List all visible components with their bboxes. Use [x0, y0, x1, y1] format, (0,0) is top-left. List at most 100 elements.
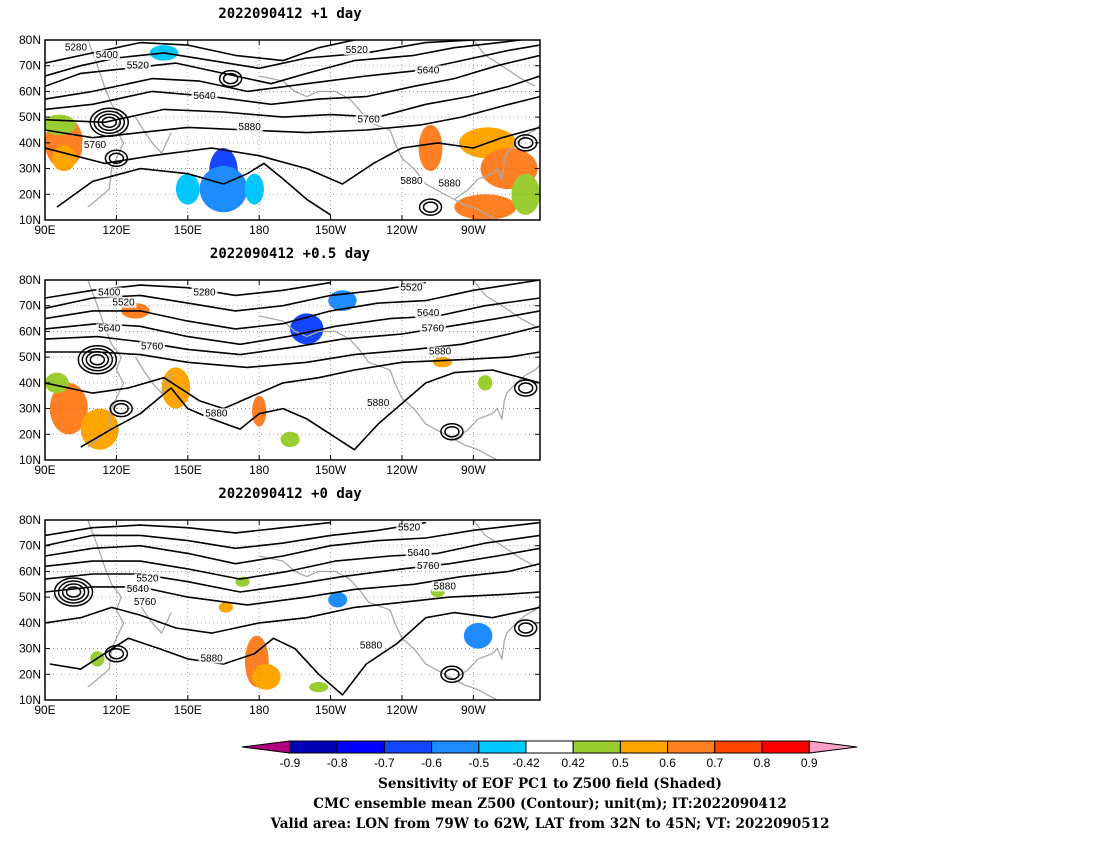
shading-patch: [280, 431, 300, 448]
coastline: [134, 356, 172, 395]
closed-contour: [104, 644, 129, 663]
z500-contour: [45, 351, 540, 410]
colorbar-swatch: [431, 740, 480, 754]
colorbar-swatch: [289, 740, 338, 754]
contour-label: 5640: [127, 584, 150, 595]
map-frame: [44, 519, 541, 701]
lon-tick-label: 120W: [386, 703, 418, 717]
shading-patch: [49, 382, 88, 435]
closed-contour: [517, 382, 534, 394]
shading-patch: [45, 372, 69, 394]
coastline: [259, 315, 540, 441]
colorbar: -0.9 -0.8 -0.7 -0.6 -0.5 -0.42 0.42 0.5 0.6 0.7 0.…: [241, 740, 858, 770]
z500-contour: [45, 280, 540, 330]
colorbar-swatch: [572, 740, 621, 754]
map-frame: [44, 279, 541, 461]
closed-contour: [113, 402, 129, 415]
lat-tick-label: 80N: [19, 513, 41, 527]
colorbar-swatch: [667, 740, 716, 754]
contour-label: 5520: [400, 282, 423, 293]
contour-label: 5640: [417, 65, 440, 76]
shading-patch: [80, 408, 119, 450]
closed-contour: [513, 619, 538, 637]
contour-label: 5280: [193, 287, 216, 298]
colorbar-swatch: [761, 740, 810, 754]
colorbar-label: -0.42: [512, 756, 540, 770]
colorbar-label: 0.9: [801, 756, 818, 770]
colorbar-label: 0.5: [612, 756, 629, 770]
lon-tick-label: 90W: [461, 703, 486, 717]
coastline: [134, 596, 172, 635]
z500-contour: [45, 297, 540, 346]
lat-tick-label: 40N: [19, 616, 41, 630]
z500-contour: [45, 126, 540, 185]
colorbar-label: 0.42: [562, 756, 586, 770]
colorbar-label: 0.7: [706, 756, 723, 770]
contour-label: 5640: [98, 323, 121, 334]
lon-tick-label: 90W: [461, 223, 486, 237]
closed-contour: [444, 425, 460, 438]
shading-patch: [309, 682, 329, 693]
lat-tick-label: 50N: [19, 350, 41, 364]
lon-tick-label: 120E: [102, 703, 130, 717]
coastline: [259, 75, 540, 201]
map-panel-2: 5400 5280 5520 5520 5640 5640 5760 5760 5880 5880…: [19, 273, 541, 477]
footer-line-2: CMC ensemble mean Z500 (Contour); unit(m…: [313, 796, 787, 812]
lat-tick-label: 30N: [19, 642, 41, 656]
closed-contour: [109, 399, 133, 418]
contour-label: 5880: [367, 398, 390, 409]
shading-patch: [218, 602, 234, 613]
shading-patch: [175, 173, 200, 205]
contour-label: 5880: [400, 176, 423, 187]
colorbar-swatch: [525, 740, 574, 754]
lon-tick-label: 90W: [461, 463, 486, 477]
z500-contour: [56, 162, 332, 216]
colorbar-label: -0.9: [280, 756, 301, 770]
lon-tick-label: 150E: [174, 223, 202, 237]
contour-label: 5760: [134, 597, 157, 608]
coastline: [87, 40, 125, 208]
contour-label: 5640: [417, 308, 440, 319]
z500-contour: [45, 562, 540, 606]
colorbar-label: -0.6: [421, 756, 442, 770]
z500-contour: [45, 40, 355, 64]
lon-tick-label: 120E: [102, 463, 130, 477]
contour-label: 5520: [346, 45, 369, 56]
z500-contour: [45, 310, 540, 356]
lon-tick-label: 120E: [102, 223, 130, 237]
z500-contour: [45, 534, 540, 580]
z500-contour: [49, 606, 540, 696]
closed-contour: [108, 152, 125, 165]
z500-contour: [45, 547, 540, 593]
z500-contour: [45, 325, 540, 369]
lat-tick-label: 80N: [19, 273, 41, 287]
contour-label: 5880: [438, 179, 461, 190]
z500-contour: [45, 40, 474, 77]
contour-label: 5400: [96, 50, 119, 61]
contour-label: 5880: [429, 347, 452, 358]
lon-tick-label: 120W: [386, 223, 418, 237]
z500-contour: [45, 281, 331, 299]
closed-contour: [101, 116, 118, 129]
shading-patch: [244, 173, 264, 205]
z500-contour: [45, 54, 540, 111]
closed-contour: [222, 72, 239, 85]
contour-label: 5280: [65, 42, 88, 53]
colorbar-label: -0.8: [327, 756, 348, 770]
colorbar-swatch: [619, 740, 669, 754]
contour-label: 5760: [422, 323, 445, 334]
contour-label: 5640: [408, 548, 431, 559]
lat-tick-label: 20N: [19, 427, 41, 441]
lat-tick-label: 10N: [19, 693, 41, 707]
lat-tick-label: 40N: [19, 376, 41, 390]
lat-tick-label: 30N: [19, 402, 41, 416]
z500-contour: [80, 369, 540, 451]
z500-contour: [45, 75, 540, 124]
closed-contour: [89, 107, 130, 138]
contour-label: 5880: [205, 408, 228, 419]
contour-label: 5760: [84, 140, 107, 151]
footer-line-1: Sensitivity of EOF PC1 to Z500 field (Sh…: [378, 776, 722, 792]
contour-label: 5520: [398, 522, 421, 533]
contour-label: 5880: [434, 581, 457, 592]
